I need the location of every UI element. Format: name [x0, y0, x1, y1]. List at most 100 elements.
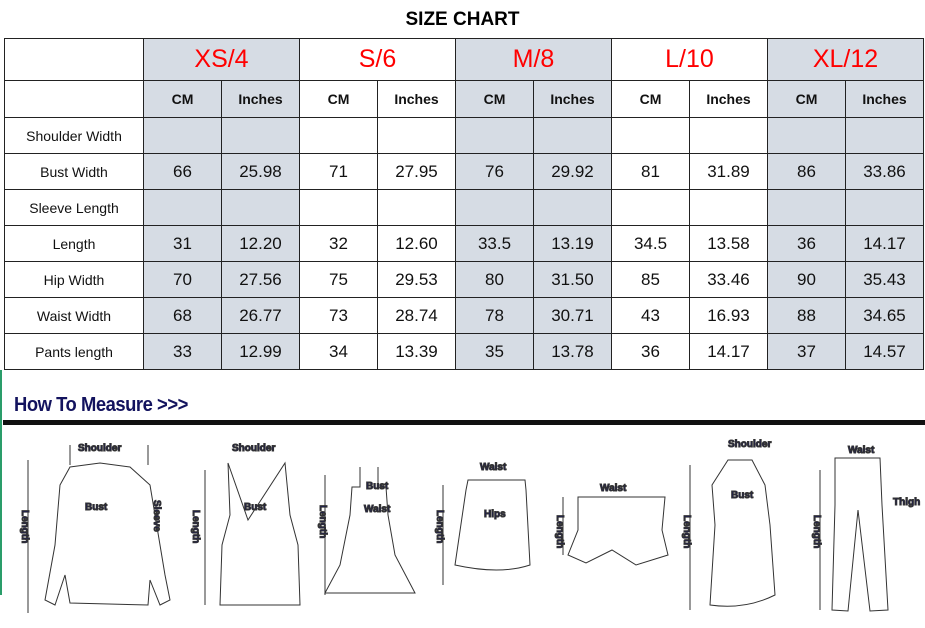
waist-label: Waist: [480, 462, 507, 473]
value-cell: [689, 189, 768, 226]
row-label: Length: [4, 225, 144, 262]
value-cell: 71: [299, 153, 378, 190]
value-cell: 70: [143, 261, 222, 298]
value-cell: 33.5: [455, 225, 534, 262]
size-xs: XS/4: [143, 38, 300, 81]
value-cell: 36: [767, 225, 846, 262]
value-cell: 34: [299, 333, 378, 370]
waist-label: Waist: [364, 504, 391, 515]
value-cell: [611, 117, 690, 154]
table-row: Pants length 33 12.99 34 13.39 35 13.78 36 14.17…: [4, 333, 924, 370]
value-cell: 31.50: [533, 261, 612, 298]
length-label: Length: [681, 515, 692, 548]
hips-label: Hips: [484, 509, 506, 520]
bust-label: Bust: [85, 502, 108, 513]
value-cell: 32: [299, 225, 378, 262]
value-cell: 13.19: [533, 225, 612, 262]
value-cell: 85: [611, 261, 690, 298]
size-chart-table: XS/4 S/6 M/8 L/10 XL/12 CM Inches CM Inches…: [4, 38, 924, 370]
unit-header-cm: CM: [299, 80, 378, 118]
skirt-illustration: [442, 479, 531, 585]
value-cell: 75: [299, 261, 378, 298]
size-l: L/10: [611, 38, 768, 81]
bust-label: Bust: [366, 481, 389, 492]
row-label: Sleeve Length: [4, 189, 144, 226]
value-cell: 12.60: [377, 225, 456, 262]
shoulder-label: Shoulder: [78, 443, 121, 454]
corner-cell: [4, 80, 144, 118]
value-cell: 27.95: [377, 153, 456, 190]
how-to-measure-heading: How To Measure >>>: [14, 394, 188, 416]
value-cell: [845, 189, 924, 226]
value-cell: 12.20: [221, 225, 300, 262]
value-cell: 35: [455, 333, 534, 370]
bust-label: Bust: [731, 490, 754, 501]
value-cell: 31.89: [689, 153, 768, 190]
divider-bar: [3, 420, 925, 425]
value-cell: 68: [143, 297, 222, 334]
shoulder-label: Shoulder: [232, 443, 275, 454]
unit-header-cm: CM: [143, 80, 222, 118]
value-cell: [533, 117, 612, 154]
value-cell: [611, 189, 690, 226]
value-cell: 80: [455, 261, 534, 298]
value-cell: 16.93: [689, 297, 768, 334]
length-label: Length: [19, 510, 30, 543]
length-label: Length: [190, 510, 201, 543]
value-cell: 13.58: [689, 225, 768, 262]
value-cell: 34.65: [845, 297, 924, 334]
row-label: Hip Width: [4, 261, 144, 298]
value-cell: [221, 117, 300, 154]
unit-header-inches: Inches: [533, 80, 612, 118]
shorts-illustration: [562, 496, 669, 566]
value-cell: 26.77: [221, 297, 300, 334]
row-label: Pants length: [4, 333, 144, 370]
value-cell: 31: [143, 225, 222, 262]
bust-label: Bust: [244, 502, 267, 513]
value-cell: 30.71: [533, 297, 612, 334]
value-cell: [377, 117, 456, 154]
unit-header-cm: CM: [455, 80, 534, 118]
shoulder-label: Shoulder: [728, 439, 771, 450]
size-chart-title: SIZE CHART: [405, 9, 520, 30]
unit-header-inches: Inches: [221, 80, 300, 118]
length-label: Length: [811, 515, 822, 548]
value-cell: [845, 117, 924, 154]
value-cell: [221, 189, 300, 226]
value-cell: 90: [767, 261, 846, 298]
unit-header-cm: CM: [611, 80, 690, 118]
table-row: Hip Width 70 27.56 75 29.53 80 31.50 85 33.46 90 3…: [4, 261, 924, 298]
value-cell: 14.17: [689, 333, 768, 370]
left-edge-line: [0, 370, 2, 595]
unit-header-inches: Inches: [689, 80, 768, 118]
row-label: Waist Width: [4, 297, 144, 334]
value-cell: [299, 189, 378, 226]
value-cell: [143, 117, 222, 154]
value-cell: 33.86: [845, 153, 924, 190]
value-cell: 37: [767, 333, 846, 370]
tank-top-illustration: [204, 461, 301, 606]
value-cell: 33: [143, 333, 222, 370]
value-cell: 78: [455, 297, 534, 334]
unit-header-cm: CM: [767, 80, 846, 118]
value-cell: 14.57: [845, 333, 924, 370]
value-cell: 76: [455, 153, 534, 190]
table-row: Shoulder Width: [4, 117, 924, 154]
value-cell: [767, 189, 846, 226]
length-label: Length: [554, 515, 565, 548]
value-cell: [455, 117, 534, 154]
value-cell: 28.74: [377, 297, 456, 334]
value-cell: [455, 189, 534, 226]
table-row: Waist Width 68 26.77 73 28.74 78 30.71 43 16.93 8…: [4, 297, 924, 334]
thigh-label: Thigh: [893, 497, 920, 508]
unit-header-row: CM Inches CM Inches CM Inches CM Inches CM Inches: [4, 80, 924, 118]
value-cell: 81: [611, 153, 690, 190]
how-to-measure-illustrations: Shoulder Bust Sleeve Length Shoulder Bus…: [19, 439, 921, 613]
table-row: Bust Width 66 25.98 71 27.95 76 29.92 81 31.89 86…: [4, 153, 924, 190]
pants-illustration: [819, 457, 889, 612]
blouse-illustration: [27, 445, 171, 613]
row-label: Bust Width: [4, 153, 144, 190]
value-cell: 35.43: [845, 261, 924, 298]
unit-header-inches: Inches: [377, 80, 456, 118]
table-row: Sleeve Length: [4, 189, 924, 226]
